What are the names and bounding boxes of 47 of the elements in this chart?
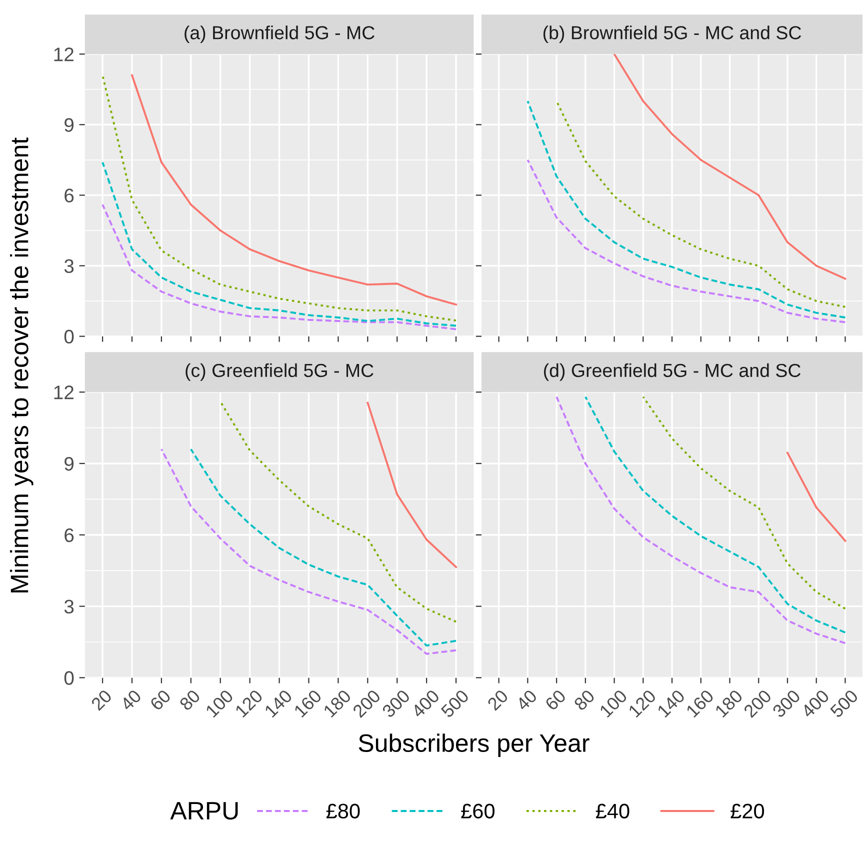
y-tick-label: 0 xyxy=(64,671,74,685)
x-tick-label: 100 xyxy=(205,688,234,718)
x-tick-label: 140 xyxy=(264,688,293,718)
chart-title: (b) Brownfield 5G - MC and SC xyxy=(543,26,802,44)
x-tick-label: 140 xyxy=(656,688,686,718)
legend-label: £20 xyxy=(730,804,764,818)
x-tick-label: 500 xyxy=(440,688,470,718)
x-tick-label: 500 xyxy=(829,688,859,718)
x-tick-label: 200 xyxy=(352,688,382,718)
x-tick-label: 400 xyxy=(410,688,440,718)
x-tick-label: 20 xyxy=(90,688,113,712)
y-tick-label: 6 xyxy=(64,188,74,202)
x-tick-label: 80 xyxy=(178,688,201,712)
x-tick-label: 60 xyxy=(544,688,567,712)
y-tick-label: 0 xyxy=(64,330,74,344)
y-axis-title: Minimum years to recover the investment xyxy=(10,138,34,592)
x-tick-label: 160 xyxy=(686,688,714,718)
legend-title: ARPU xyxy=(170,802,238,820)
chart-title: (c) Greenfield 5G - MC xyxy=(186,363,374,381)
x-tick-label: 160 xyxy=(293,688,322,718)
y-tick-label: 12 xyxy=(54,48,74,62)
y-tick-label: 3 xyxy=(64,259,74,273)
x-tick-label: 40 xyxy=(515,688,538,712)
x-tick-label: 120 xyxy=(628,688,657,718)
chart-title: (a) Brownfield 5G - MC xyxy=(184,26,374,44)
x-tick-label: 180 xyxy=(322,688,352,718)
x-tick-label: 60 xyxy=(149,688,172,712)
x-tick-label: 180 xyxy=(714,688,744,718)
x-axis-title: Subscribers per Year xyxy=(358,734,590,757)
y-tick-label: 3 xyxy=(64,600,74,614)
legend-label: £60 xyxy=(461,804,495,818)
x-tick-label: 300 xyxy=(381,688,411,718)
x-tick-label: 200 xyxy=(742,688,772,718)
y-tick-label: 6 xyxy=(64,528,74,542)
y-tick-label: 9 xyxy=(64,118,74,132)
x-tick-label: 400 xyxy=(800,688,830,718)
y-tick-label: 9 xyxy=(64,456,74,471)
y-tick-label: 12 xyxy=(54,386,74,400)
chart-title: (d) Greenfield 5G - MC and SC xyxy=(544,363,801,381)
x-tick-label: 120 xyxy=(234,688,264,718)
x-tick-label: 20 xyxy=(486,688,509,712)
legend-label: £40 xyxy=(596,804,630,818)
x-tick-label: 100 xyxy=(598,688,628,718)
x-tick-label: 80 xyxy=(573,688,596,712)
legend-label: £80 xyxy=(326,804,360,818)
x-tick-label: 40 xyxy=(120,688,142,712)
x-tick-label: 300 xyxy=(772,688,802,718)
